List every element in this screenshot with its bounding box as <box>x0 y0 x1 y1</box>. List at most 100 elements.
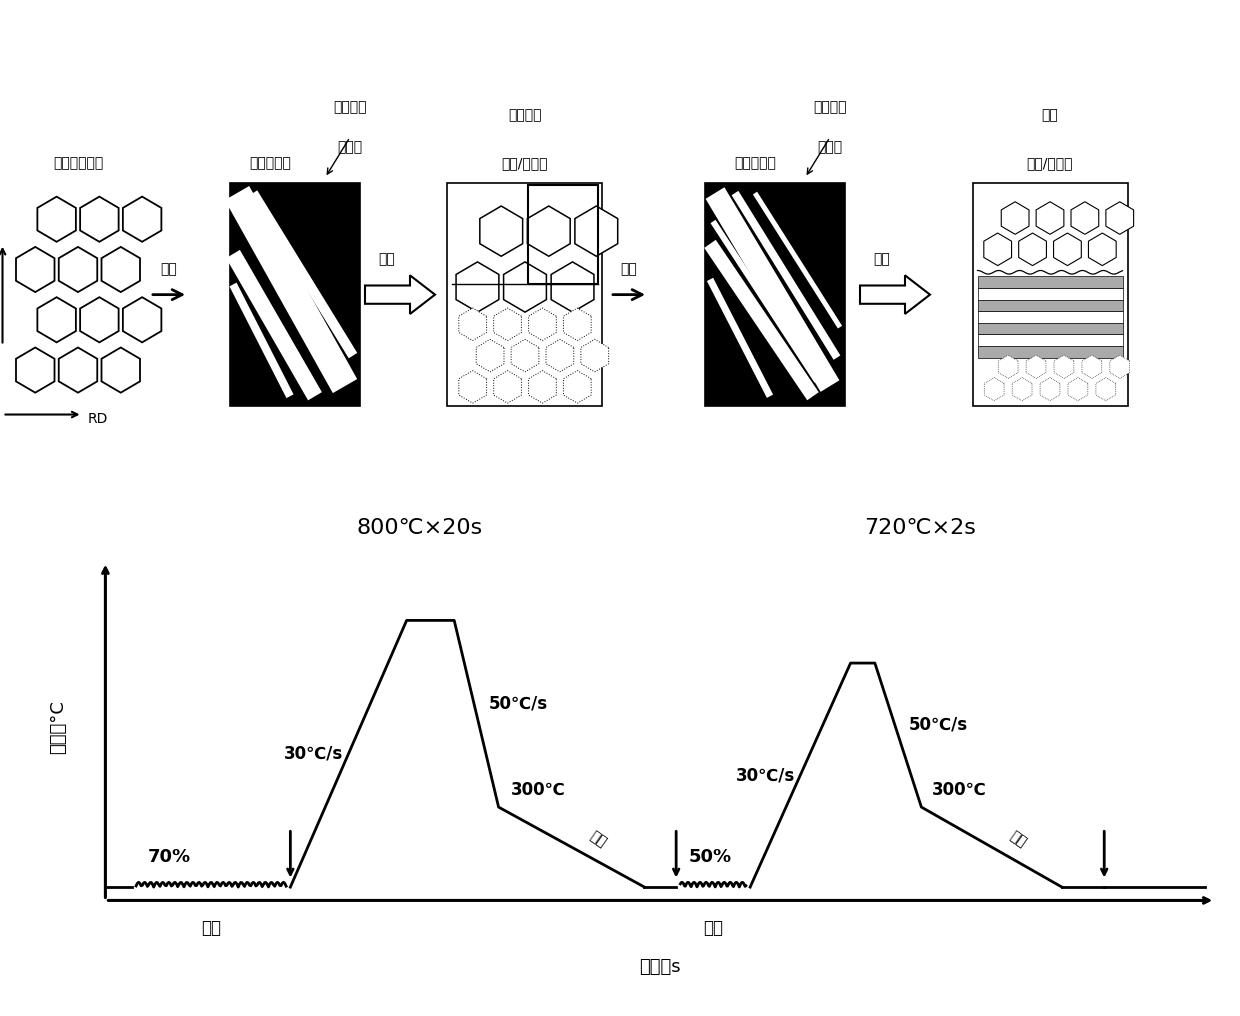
Polygon shape <box>16 347 55 392</box>
Text: 退火: 退火 <box>874 252 890 266</box>
Text: 冷轧: 冷轧 <box>621 262 637 276</box>
Polygon shape <box>1012 378 1032 400</box>
FancyArrow shape <box>365 275 435 314</box>
Polygon shape <box>1037 202 1064 235</box>
Text: 800℃×20s: 800℃×20s <box>357 518 484 538</box>
Polygon shape <box>1027 356 1047 378</box>
Text: 冷却: 冷却 <box>588 829 609 849</box>
Polygon shape <box>1083 356 1102 378</box>
Polygon shape <box>1001 202 1029 235</box>
Bar <box>977 276 1122 288</box>
Text: 50℃/s: 50℃/s <box>909 715 967 734</box>
Polygon shape <box>1106 202 1133 235</box>
Polygon shape <box>456 262 498 312</box>
Text: 720℃×2s: 720℃×2s <box>864 518 976 538</box>
Text: RD: RD <box>88 412 108 427</box>
Polygon shape <box>563 371 591 403</box>
Polygon shape <box>546 339 574 372</box>
Text: 冷轧: 冷轧 <box>703 919 723 938</box>
Polygon shape <box>81 298 119 342</box>
Bar <box>972 183 1127 406</box>
Bar <box>448 183 603 406</box>
Polygon shape <box>37 298 76 342</box>
Text: 应变诱导: 应变诱导 <box>813 100 847 114</box>
Polygon shape <box>528 308 557 340</box>
Polygon shape <box>1068 378 1087 400</box>
Text: 冷却: 冷却 <box>1008 829 1029 849</box>
Text: 30℃/s: 30℃/s <box>735 766 795 784</box>
Text: 微米/亚微米: 微米/亚微米 <box>502 156 548 171</box>
Text: 30℃/s: 30℃/s <box>284 745 343 763</box>
Text: 变形奥氏体: 变形奥氏体 <box>734 156 776 171</box>
Polygon shape <box>494 371 522 403</box>
Text: 纳米/超细晶: 纳米/超细晶 <box>1027 156 1074 171</box>
Polygon shape <box>81 197 119 242</box>
Polygon shape <box>985 378 1004 400</box>
Bar <box>977 300 1122 311</box>
Bar <box>229 183 360 406</box>
Polygon shape <box>480 206 522 256</box>
Polygon shape <box>249 190 357 359</box>
Polygon shape <box>58 247 97 292</box>
Text: 变形奥氏体: 变形奥氏体 <box>249 156 291 171</box>
FancyArrow shape <box>861 275 930 314</box>
Polygon shape <box>16 247 55 292</box>
Polygon shape <box>123 197 161 242</box>
Polygon shape <box>511 339 539 372</box>
Polygon shape <box>226 250 322 400</box>
Bar <box>528 185 598 284</box>
Polygon shape <box>1071 202 1099 235</box>
Text: 原始固溶组织: 原始固溶组织 <box>53 156 103 171</box>
Bar <box>977 323 1122 334</box>
Polygon shape <box>998 356 1018 378</box>
Polygon shape <box>706 187 839 392</box>
Polygon shape <box>580 339 609 372</box>
Text: 退火: 退火 <box>378 252 396 266</box>
Polygon shape <box>102 247 140 292</box>
Text: 300℃: 300℃ <box>932 781 987 799</box>
Polygon shape <box>1089 233 1116 265</box>
Polygon shape <box>224 186 357 393</box>
Polygon shape <box>503 262 547 312</box>
Bar <box>977 288 1122 300</box>
Text: 冷轧: 冷轧 <box>201 919 221 938</box>
Bar <box>977 346 1122 358</box>
Polygon shape <box>459 371 486 403</box>
Text: 双峰组织: 双峰组织 <box>508 108 542 122</box>
Text: 马氏体: 马氏体 <box>817 140 842 154</box>
Text: 50℃/s: 50℃/s <box>489 694 548 712</box>
Polygon shape <box>732 191 841 360</box>
Polygon shape <box>459 308 486 340</box>
Text: 300℃: 300℃ <box>511 781 565 799</box>
Polygon shape <box>753 192 842 328</box>
Polygon shape <box>1110 356 1130 378</box>
Polygon shape <box>983 233 1012 265</box>
Polygon shape <box>494 308 522 340</box>
Polygon shape <box>528 371 557 403</box>
Text: 应变诱导: 应变诱导 <box>334 100 367 114</box>
Polygon shape <box>707 277 773 398</box>
Polygon shape <box>711 219 820 383</box>
Polygon shape <box>1054 233 1081 265</box>
Polygon shape <box>1040 378 1060 400</box>
Polygon shape <box>1096 378 1116 400</box>
Polygon shape <box>476 339 503 372</box>
Polygon shape <box>37 197 76 242</box>
Polygon shape <box>1054 356 1074 378</box>
Text: 冷轧: 冷轧 <box>161 262 177 276</box>
Polygon shape <box>58 347 97 392</box>
Polygon shape <box>527 206 570 256</box>
Text: 70%: 70% <box>148 847 191 866</box>
Polygon shape <box>1019 233 1047 265</box>
Polygon shape <box>704 240 818 400</box>
Bar <box>977 334 1122 346</box>
Text: 组织: 组织 <box>1042 108 1059 122</box>
Polygon shape <box>575 206 618 256</box>
Bar <box>977 311 1122 323</box>
Text: 50%: 50% <box>689 847 732 866</box>
Polygon shape <box>229 282 294 398</box>
Text: 时间／s: 时间／s <box>640 958 681 976</box>
Polygon shape <box>123 298 161 342</box>
Text: 温度／°C: 温度／°C <box>48 700 67 754</box>
Polygon shape <box>102 347 140 392</box>
